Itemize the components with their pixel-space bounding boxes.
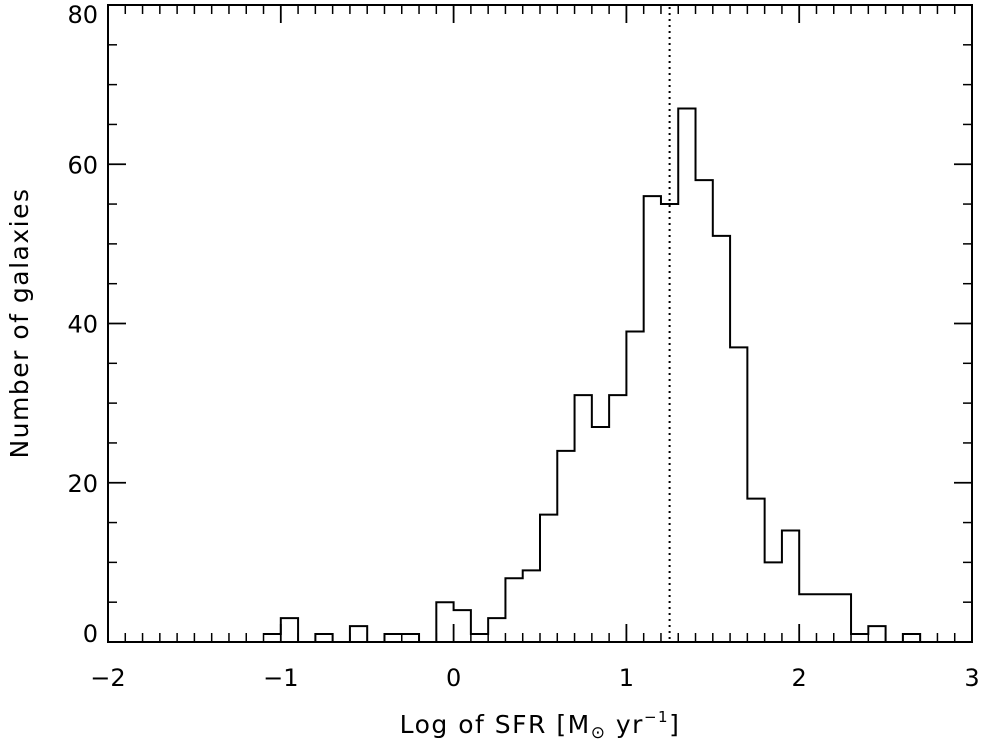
x-axis-label-subscript: ⊙ xyxy=(591,723,607,743)
x-tick-label: 2 xyxy=(792,664,807,692)
x-axis-label-close: ] xyxy=(669,710,680,739)
x-tick-label: 0 xyxy=(446,664,461,692)
y-tick-labels: 0 20 40 60 80 xyxy=(67,1,98,648)
x-tick-label: −1 xyxy=(263,664,298,692)
y-tick-label: 0 xyxy=(83,620,98,648)
histogram-outline xyxy=(263,107,938,643)
x-axis-label-suffix: yr xyxy=(606,710,644,739)
x-tick-labels: −2 −1 0 1 2 3 xyxy=(90,664,979,692)
y-axis-label: Number of galaxies xyxy=(5,187,34,458)
x-axis-label-superscript: −1 xyxy=(644,708,669,726)
x-tick-label: −2 xyxy=(90,664,125,692)
y-tick-label: 60 xyxy=(67,151,98,179)
x-axis-label-prefix: Log of SFR [M xyxy=(400,710,591,739)
x-tick-label: 3 xyxy=(964,664,979,692)
y-tick-label: 20 xyxy=(67,470,98,498)
y-tick-label: 80 xyxy=(67,1,98,29)
x-axis-label: Log of SFR [M⊙ yr−1] xyxy=(400,708,681,743)
y-tick-label: 40 xyxy=(67,311,98,339)
x-tick-label: 1 xyxy=(619,664,634,692)
major-ticks xyxy=(107,4,973,643)
